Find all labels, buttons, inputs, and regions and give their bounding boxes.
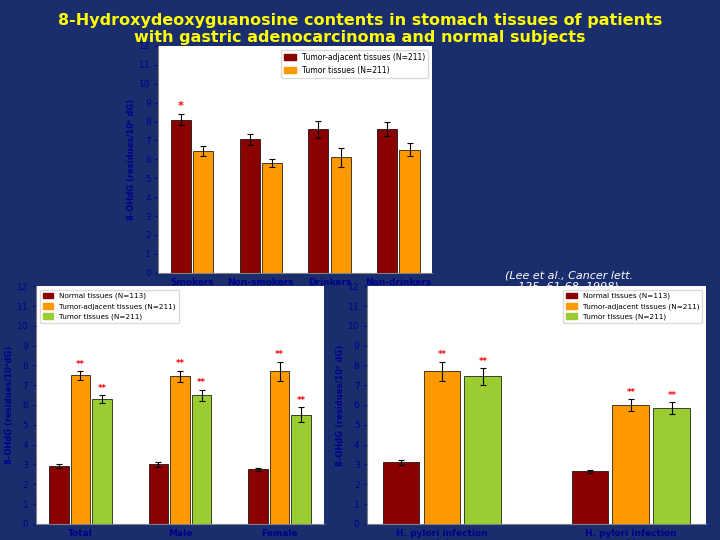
Bar: [149, 464, 168, 524]
Bar: [572, 471, 608, 524]
Bar: [400, 150, 420, 273]
Legend: Tumor-adjacent tissues (N=211), Tumor tissues (N=211): Tumor-adjacent tissues (N=211), Tumor ti…: [282, 50, 428, 78]
Legend: Normal tissues (N=113), Tumor-adjacent tissues (N=211), Tumor tissues (N=211): Normal tissues (N=113), Tumor-adjacent t…: [40, 290, 179, 323]
Text: **: **: [275, 350, 284, 360]
Text: (Lee et al., Cancer lett.
125, 61-68, 1998): (Lee et al., Cancer lett. 125, 61-68, 19…: [505, 270, 633, 292]
Y-axis label: 8-OHdG (residues/10⁵dG): 8-OHdG (residues/10⁵dG): [5, 346, 14, 464]
Bar: [330, 158, 351, 273]
Bar: [193, 151, 213, 273]
Y-axis label: 8-OHdG (residues/10⁵ dG): 8-OHdG (residues/10⁵ dG): [127, 99, 137, 220]
Bar: [308, 129, 328, 273]
Bar: [192, 395, 211, 524]
Bar: [49, 467, 68, 524]
Y-axis label: 8-OHdG (residues/10⁵ dG): 8-OHdG (residues/10⁵ dG): [336, 345, 346, 465]
Text: **: **: [176, 360, 184, 368]
Text: **: **: [297, 396, 306, 405]
Text: **: **: [478, 356, 487, 366]
Legend: Normal tissues (N=113), Tumor-adjacent tissues (N=211), Tumor tissues (N=211): Normal tissues (N=113), Tumor-adjacent t…: [563, 290, 702, 323]
Text: **: **: [76, 360, 85, 369]
Bar: [382, 462, 420, 524]
Bar: [92, 399, 112, 524]
Bar: [171, 120, 191, 273]
Text: **: **: [667, 391, 676, 400]
Bar: [240, 139, 260, 273]
Bar: [171, 376, 189, 524]
Bar: [613, 405, 649, 524]
Bar: [653, 408, 690, 524]
Bar: [464, 376, 501, 524]
Bar: [71, 375, 90, 524]
Text: *: *: [178, 102, 184, 111]
Bar: [292, 415, 311, 524]
Bar: [377, 129, 397, 273]
Text: **: **: [97, 384, 107, 393]
Bar: [248, 469, 268, 524]
Text: with gastric adenocarcinoma and normal subjects: with gastric adenocarcinoma and normal s…: [134, 30, 586, 45]
Bar: [262, 163, 282, 273]
Text: **: **: [197, 378, 206, 387]
Bar: [423, 372, 460, 524]
Text: 8-Hydroxydeoxyguanosine contents in stomach tissues of patients: 8-Hydroxydeoxyguanosine contents in stom…: [58, 14, 662, 29]
Bar: [270, 372, 289, 524]
Text: **: **: [438, 350, 446, 360]
Text: **: **: [626, 388, 635, 397]
